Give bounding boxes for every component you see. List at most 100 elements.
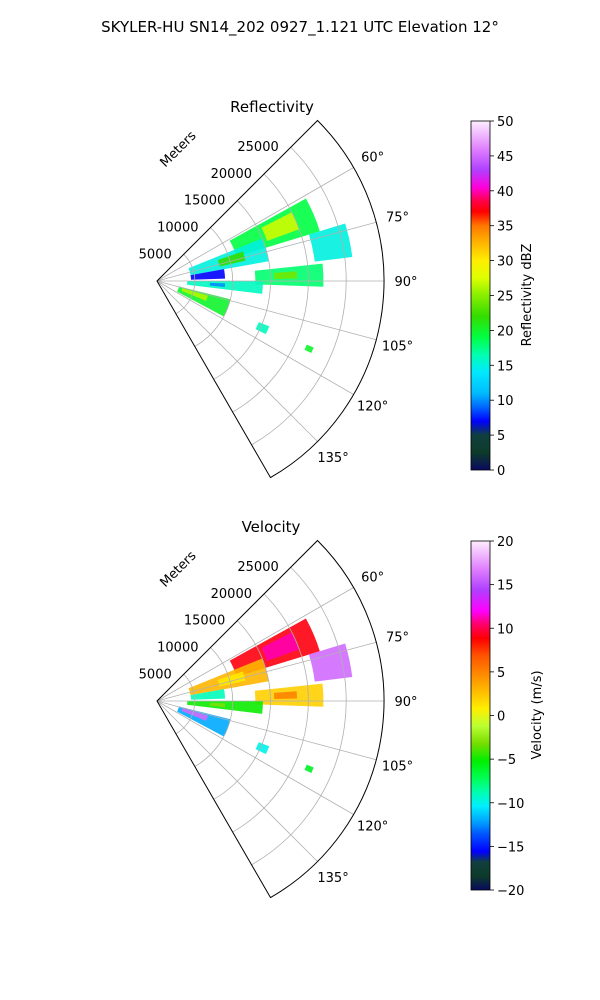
colorbar-tick-label: 35 <box>497 220 514 235</box>
colorbar-tick-label: 0 <box>497 710 505 725</box>
azimuth-spoke <box>156 700 318 862</box>
radial-tick-label: 20000 <box>211 167 252 182</box>
colorbar-tick-label: 45 <box>497 150 514 165</box>
reflectivity-radial-label: Meters <box>158 128 200 170</box>
azimuth-spoke <box>156 641 377 702</box>
range-ring <box>213 200 271 380</box>
range-ring <box>213 620 271 800</box>
azimuth-tick-label: 75° <box>386 631 409 646</box>
colorbar-tick-label: −10 <box>497 797 524 812</box>
echo-region <box>181 708 208 721</box>
echo-region <box>190 689 226 700</box>
radial-tick-label: 20000 <box>211 587 252 602</box>
azimuth-spoke <box>156 700 377 761</box>
colorbar-tick-label: 50 <box>497 115 514 130</box>
radial-tick-label: 15000 <box>184 194 225 209</box>
colorbar-tick-label: 5 <box>497 429 505 444</box>
colorbar-tick-label: 20 <box>497 535 514 550</box>
azimuth-spoke <box>156 280 354 395</box>
velocity-colorbar-ticks: −20 −15 −10 −5 0 5 10 15 20 <box>490 535 524 899</box>
figure-title: SKYLER-HU SN14_202 0927_1.121 UTC Elevat… <box>101 18 499 37</box>
colorbar-tick-label: 5 <box>497 666 505 681</box>
velocity-colorbar: −20 −15 −10 −5 0 5 10 15 20 Velocity (m/s) <box>470 535 545 899</box>
azimuth-spoke <box>156 700 354 815</box>
colorbar-tick-label: 40 <box>497 185 514 200</box>
range-ring <box>175 253 196 315</box>
velocity-plot: 5000 10000 15000 20000 25000 60° 75° 90° 105° 120… <box>139 539 418 899</box>
reflectivity-title: Reflectivity <box>230 98 314 116</box>
radial-tick-label: 10000 <box>157 641 198 656</box>
velocity-radial-label: Meters <box>158 548 200 590</box>
range-ring <box>194 227 233 347</box>
echo-layer <box>177 198 353 353</box>
echo-region <box>304 344 314 353</box>
azimuth-spoke <box>156 280 318 442</box>
radial-tick-label: 10000 <box>157 221 198 236</box>
azimuth-spoke <box>156 167 354 282</box>
sector-frame <box>156 539 385 899</box>
range-ring <box>194 647 233 767</box>
colorbar-tick-label: 30 <box>497 255 514 270</box>
velocity-panel: Velocity 5000 10000 15000 20000 25000 60° 75° 9… <box>139 518 545 899</box>
azimuth-tick-label: 75° <box>386 211 409 226</box>
azimuth-tick-label: 60° <box>361 151 384 166</box>
velocity-title: Velocity <box>242 518 301 536</box>
colorbar-tick-label: 10 <box>497 394 514 409</box>
colorbar-tick-label: −15 <box>497 840 524 855</box>
azimuth-tick-label: 120° <box>357 400 388 415</box>
azimuth-tick-label: 135° <box>317 451 348 466</box>
reflectivity-panel: Reflectivity 5000 10000 15000 20000 25000 60°… <box>139 98 535 479</box>
radial-tick-label: 5000 <box>139 247 172 262</box>
echo-region <box>190 269 226 280</box>
azimuth-tick-label: 90° <box>394 275 417 290</box>
echo-region <box>261 212 300 241</box>
colorbar-tick-label: 15 <box>497 359 514 374</box>
azimuth-spoke <box>156 221 377 282</box>
colorbar-tick-label: −5 <box>497 753 516 768</box>
echo-region <box>304 764 314 773</box>
echo-region <box>255 742 270 755</box>
sector-frame <box>156 119 385 479</box>
colorbar-tick-label: 10 <box>497 622 514 637</box>
echo-region <box>274 271 297 279</box>
echo-region <box>209 702 226 707</box>
reflectivity-plot: 5000 10000 15000 20000 25000 60° 75° 90° 105° 120… <box>139 119 418 479</box>
polar-grid: 5000 10000 15000 20000 25000 60° 75° 90° 105° 120… <box>139 560 418 886</box>
range-ring <box>251 146 347 446</box>
colorbar-tick-label: 20 <box>497 324 514 339</box>
radial-tick-label: 5000 <box>139 667 172 682</box>
colorbar-tick-label: 25 <box>497 290 514 305</box>
reflectivity-colorbar-label: Reflectivity dBZ <box>520 244 535 347</box>
radial-tick-label: 25000 <box>237 560 278 575</box>
echo-region <box>187 701 263 714</box>
echo-region <box>209 282 226 287</box>
range-ring <box>175 673 196 735</box>
range-ring <box>251 566 347 866</box>
echo-region <box>308 223 353 262</box>
echo-region <box>274 691 297 699</box>
colorbar-tick-label: 15 <box>497 579 514 594</box>
reflectivity-colorbar-bar <box>470 120 491 471</box>
azimuth-spoke <box>156 280 377 341</box>
echo-region <box>181 288 208 301</box>
azimuth-spoke <box>156 587 354 702</box>
reflectivity-colorbar: 0 5 10 15 20 25 30 35 40 45 50 Reflectivity dBZ <box>470 115 535 479</box>
polar-grid: 5000 10000 15000 20000 25000 60° 75° 90° 105° 120… <box>139 140 418 466</box>
azimuth-tick-label: 105° <box>382 339 413 354</box>
echo-region <box>261 632 300 661</box>
velocity-colorbar-label: Velocity (m/s) <box>530 670 545 759</box>
reflectivity-colorbar-ticks: 0 5 10 15 20 25 30 35 40 45 50 <box>490 115 514 479</box>
colorbar-tick-label: −20 <box>497 884 524 899</box>
echo-region <box>308 643 353 682</box>
azimuth-tick-label: 105° <box>382 759 413 774</box>
radial-tick-label: 25000 <box>237 140 278 155</box>
azimuth-tick-label: 120° <box>357 820 388 835</box>
echo-region <box>255 322 270 335</box>
velocity-colorbar-bar <box>470 540 491 891</box>
colorbar-tick-label: 0 <box>497 464 505 479</box>
echo-layer <box>177 618 353 773</box>
azimuth-tick-label: 60° <box>361 571 384 586</box>
azimuth-tick-label: 90° <box>394 695 417 710</box>
echo-region <box>187 281 263 294</box>
